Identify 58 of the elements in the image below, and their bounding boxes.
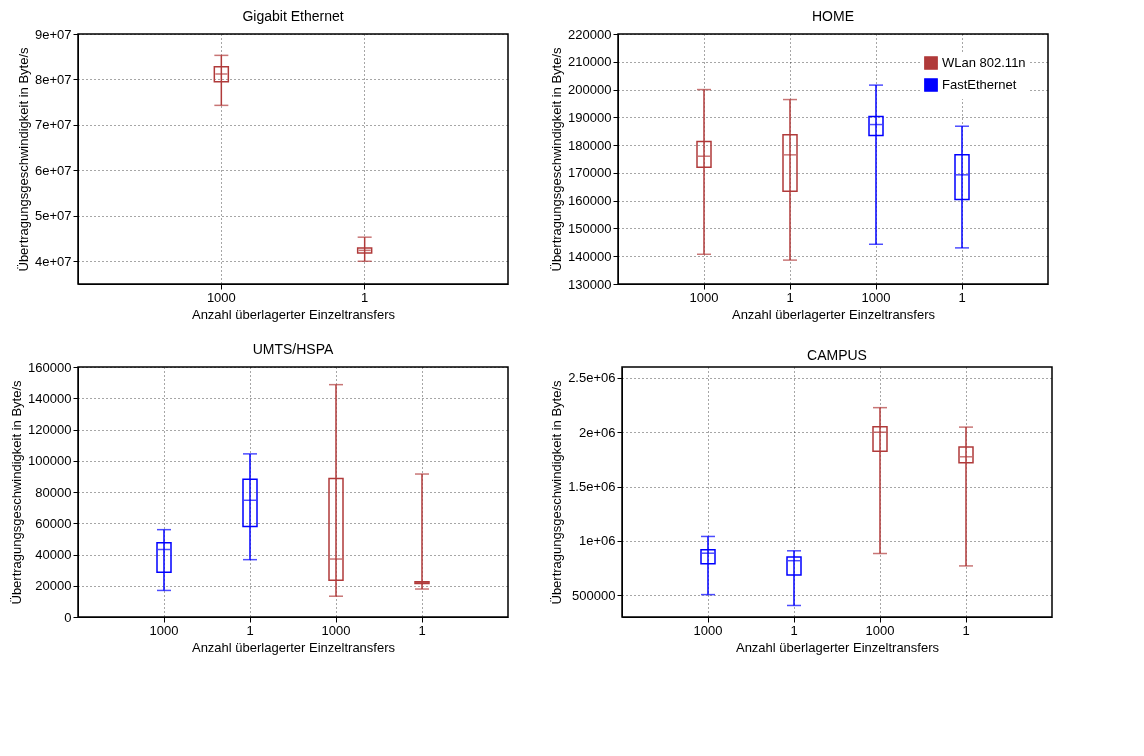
y-tick-label: 0 — [64, 609, 72, 625]
y-tick-label: 4e+07 — [34, 253, 72, 269]
x-tick-label: 1 — [786, 289, 794, 305]
y-tick-label: 120000 — [28, 422, 72, 437]
y-axis-title: Übertragungsgeschwindigkeit in Byte/s — [549, 47, 565, 272]
chart-title: HOME — [812, 8, 854, 24]
chart-title: Gigabit Ethernet — [242, 8, 344, 24]
y-tick-label: 9e+07 — [34, 26, 72, 42]
x-tick-label: 1 — [361, 289, 369, 305]
y-tick-label: 1e+06 — [578, 533, 616, 549]
x-tick-label: 1000 — [861, 289, 891, 305]
y-tick-label: 160000 — [568, 193, 612, 209]
y-tick-label: 140000 — [568, 248, 612, 264]
y-tick-label: 220000 — [568, 26, 612, 42]
y-tick-label: 5e+07 — [34, 208, 72, 224]
y-tick-label: 210000 — [568, 54, 612, 70]
x-axis-title: Anzahl überlagerter Einzeltransfers — [731, 306, 936, 322]
y-tick-label: 7e+07 — [34, 117, 72, 133]
legend-label: FastEthernet — [942, 77, 1017, 92]
x-tick-label: 1 — [246, 622, 254, 638]
y-tick-label: 140000 — [28, 390, 72, 406]
y-tick-label: 20000 — [35, 578, 72, 594]
x-tick-label: 1000 — [206, 289, 236, 305]
y-tick-label: 190000 — [568, 109, 612, 125]
x-tick-label: 1000 — [865, 622, 895, 638]
x-tick-label: 1 — [962, 622, 970, 638]
y-tick-label: 2.5e+06 — [568, 370, 616, 386]
y-tick-label: 80000 — [35, 484, 72, 500]
y-tick-label: 160000 — [28, 359, 72, 375]
x-axis-title: Anzahl überlagerter Einzeltransfers — [191, 639, 396, 655]
x-tick-label: 1000 — [149, 622, 179, 638]
y-tick-label: 60000 — [35, 515, 72, 531]
y-tick-label: 40000 — [35, 547, 72, 562]
y-axis-title: Übertragungsgeschwindigkeit in Byte/s — [9, 380, 25, 605]
y-tick-label: 2e+06 — [578, 424, 616, 440]
y-tick-label: 170000 — [568, 165, 612, 181]
x-tick-label: 1000 — [689, 289, 719, 305]
x-tick-label: 1000 — [321, 622, 351, 638]
y-tick-label: 1.5e+06 — [568, 479, 616, 495]
x-tick-label: 1 — [790, 622, 798, 638]
x-axis-title: Anzahl überlagerter Einzeltransfers — [735, 639, 940, 655]
y-tick-label: 200000 — [568, 82, 612, 98]
x-tick-label: 1 — [418, 622, 426, 638]
chart-title: CAMPUS — [807, 347, 867, 363]
y-tick-label: 130000 — [568, 276, 612, 292]
y-tick-label: 150000 — [568, 220, 612, 236]
y-tick-label: 100000 — [28, 453, 72, 469]
x-tick-label: 1000 — [693, 622, 723, 638]
y-tick-label: 180000 — [568, 137, 612, 153]
y-tick-label: 8e+07 — [34, 71, 72, 87]
x-tick-label: 1 — [958, 289, 966, 305]
legend-label: WLan 802.11n — [942, 55, 1026, 70]
x-axis-title: Anzahl überlagerter Einzeltransfers — [191, 306, 396, 322]
y-tick-label: 6e+07 — [34, 162, 72, 178]
chart-title: UMTS/HSPA — [252, 341, 334, 357]
y-axis-title: Übertragungsgeschwindigkeit in Byte/s — [549, 380, 565, 605]
y-axis-title: Übertragungsgeschwindigkeit in Byte/s — [15, 47, 31, 272]
y-tick-label: 500000 — [572, 587, 616, 603]
